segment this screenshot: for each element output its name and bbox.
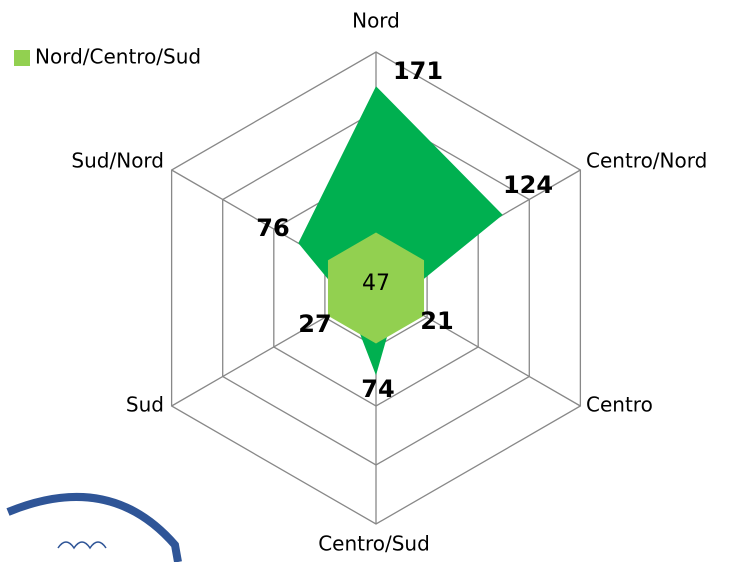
legend-swatch xyxy=(14,50,30,66)
category-label: Centro xyxy=(586,393,653,417)
category-label: Sud/Nord xyxy=(71,149,164,173)
legend-label: Nord/Centro/Sud xyxy=(35,45,201,69)
data-label: 27 xyxy=(298,310,331,338)
logo-mark xyxy=(57,541,107,550)
category-label: Sud xyxy=(126,393,164,417)
category-label: Nord xyxy=(352,9,400,33)
data-label: 21 xyxy=(420,307,453,335)
series-area xyxy=(327,232,425,344)
data-label: 124 xyxy=(503,171,553,199)
data-label: 47 xyxy=(362,271,390,296)
category-label: Centro/Sud xyxy=(318,532,430,556)
data-label: 171 xyxy=(393,57,443,85)
data-label: 74 xyxy=(361,375,394,403)
logo-arc xyxy=(6,493,182,563)
category-label: Centro/Nord xyxy=(586,149,707,173)
data-label: 76 xyxy=(256,214,289,242)
